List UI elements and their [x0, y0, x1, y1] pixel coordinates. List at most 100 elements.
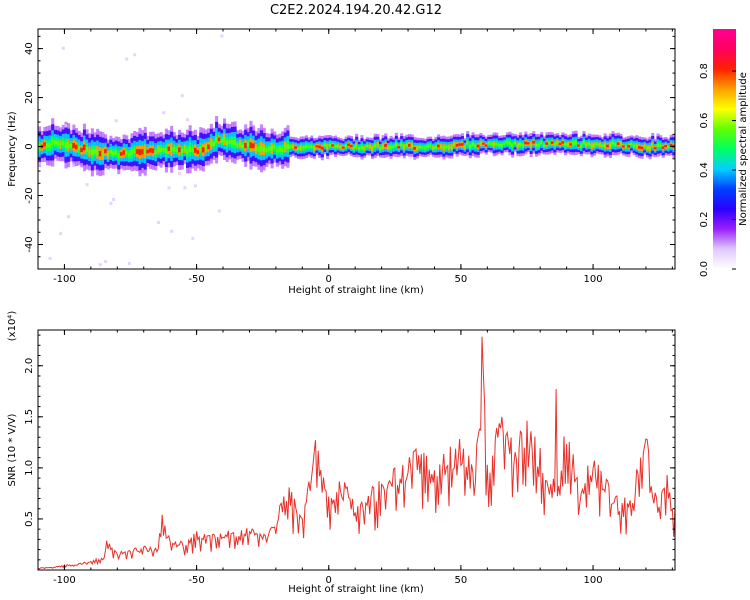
heat-cell — [479, 142, 483, 145]
heat-cell — [661, 146, 665, 149]
snr-y-label: SNR (10 * V/V) — [7, 413, 18, 486]
heat-cell — [101, 151, 105, 157]
heat-cell — [606, 144, 610, 148]
heat-cell — [593, 143, 597, 147]
heat-noise-cell — [178, 171, 182, 175]
snr-panel: -100 -50 0 50 100 0.5 1.0 1.5 2.0 Height of str… — [7, 311, 676, 595]
heat-cell — [664, 145, 668, 148]
heat-cell — [249, 142, 253, 149]
heat-cell — [471, 142, 475, 146]
heat-cell — [585, 143, 589, 146]
heat-cell — [632, 144, 636, 147]
heat-cell — [310, 145, 314, 149]
heat-cell — [199, 146, 203, 152]
heat-cell — [373, 144, 377, 148]
heat-cell — [88, 149, 92, 155]
heat-cell — [529, 143, 533, 147]
snr-y-tick-label: 2.0 — [24, 358, 35, 374]
heat-noise-cell — [220, 34, 224, 38]
heat-cell — [468, 145, 472, 149]
heat-cell — [297, 147, 301, 150]
heat-cell — [273, 145, 277, 149]
heat-cell — [315, 145, 319, 148]
heat-cell — [384, 144, 388, 147]
spectrogram-y-tick-label: 0 — [24, 143, 35, 149]
heat-cell — [220, 138, 224, 143]
heat-cell — [175, 148, 179, 152]
spectrogram-y-label: Frequency (Hz) — [7, 111, 18, 187]
heat-cell — [215, 136, 219, 143]
heat-cell — [611, 141, 615, 145]
heat-noise-cell — [170, 229, 174, 233]
heat-cell — [143, 148, 147, 155]
heat-cell — [667, 146, 671, 149]
heat-cell — [80, 147, 84, 153]
spectrogram-y-tick-label: 20 — [24, 91, 35, 104]
heat-cell — [582, 140, 586, 144]
heat-cell — [270, 146, 274, 151]
heat-cell — [201, 147, 205, 153]
snr-x-tick-label: 50 — [455, 575, 468, 586]
heat-cell — [64, 142, 68, 148]
heat-cell — [275, 148, 279, 153]
heat-cell — [637, 146, 642, 149]
spectrogram-heat — [38, 34, 676, 267]
heat-cell — [550, 141, 554, 144]
heat-cell — [85, 147, 89, 152]
heat-cell — [360, 145, 364, 149]
heat-cell — [244, 143, 248, 149]
heat-noise-cell — [61, 46, 65, 50]
heat-noise-cell — [156, 220, 160, 224]
heat-noise-cell — [162, 111, 166, 115]
heat-cell — [53, 140, 57, 145]
heat-cell — [212, 141, 216, 146]
heat-cell — [304, 145, 309, 149]
heat-cell — [186, 148, 190, 155]
colorbar-label: Normalized spectral amplitude — [738, 72, 749, 226]
heat-cell — [59, 142, 63, 147]
heat-cell — [434, 145, 438, 149]
heat-cell — [627, 145, 631, 148]
spectrogram-x-label: Height of straight line (km) — [288, 285, 424, 296]
heat-cell — [75, 144, 79, 150]
heat-cell — [402, 145, 406, 149]
heat-cell — [112, 151, 116, 156]
heat-cell — [466, 141, 470, 145]
snr-plot-area — [38, 330, 675, 570]
heat-cell — [553, 143, 557, 146]
heat-cell — [669, 143, 673, 147]
heat-cell — [563, 143, 568, 146]
heat-cell — [365, 145, 369, 148]
heat-cell — [77, 145, 81, 151]
heat-cell — [371, 147, 375, 150]
heat-cell — [154, 150, 158, 155]
spectrogram-y-tick-label: -40 — [24, 236, 35, 252]
heat-cell — [426, 145, 430, 148]
heat-cell — [400, 143, 404, 147]
heat-noise-cell — [167, 186, 171, 190]
heat-cell — [109, 149, 113, 154]
heat-cell — [558, 142, 562, 146]
heat-cell — [188, 146, 192, 153]
heat-cell — [476, 144, 480, 148]
heat-cell — [347, 143, 351, 146]
spectrogram-x-tick-label: -100 — [53, 274, 76, 285]
heat-cell — [500, 144, 504, 147]
heat-cell — [45, 143, 49, 149]
heat-noise-cell — [104, 260, 108, 264]
heat-cell — [624, 145, 628, 148]
heat-cell — [96, 149, 100, 155]
heat-cell — [643, 144, 647, 148]
heat-cell — [410, 144, 414, 147]
heat-cell — [648, 146, 652, 150]
heat-cell — [228, 139, 232, 144]
heat-cell — [452, 143, 457, 146]
heat-cell — [455, 143, 459, 147]
heat-noise-cell — [114, 119, 118, 123]
heat-cell — [640, 146, 644, 150]
heat-cell — [378, 147, 383, 150]
snr-x-tick-label: -50 — [188, 575, 204, 586]
snr-y-tick-label: 1.5 — [24, 409, 35, 425]
heat-noise-cell — [180, 94, 184, 98]
